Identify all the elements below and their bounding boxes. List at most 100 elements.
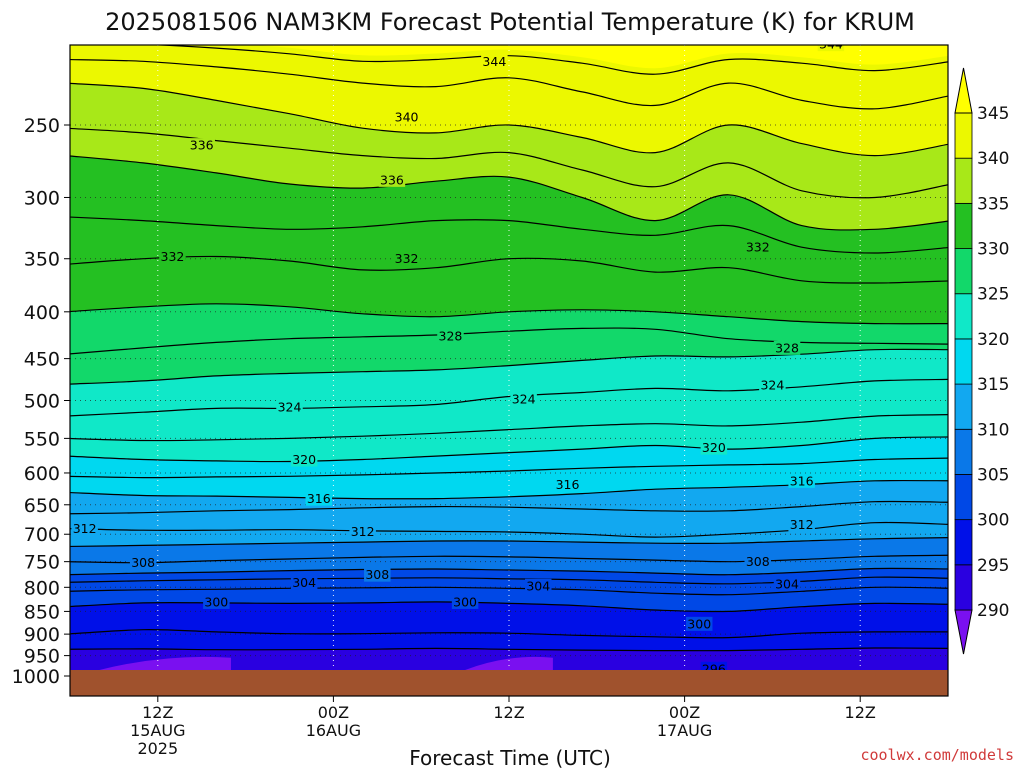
contour-326 [70,348,948,385]
contour-label-bg [759,378,786,393]
contour-label-bg [393,109,420,124]
contour-334 [70,216,948,254]
contour-340 [70,82,948,157]
contour-label: 312 [351,524,375,539]
y-tick-label: 550 [24,428,60,450]
y-tick-label: 850 [24,601,60,623]
contour-332 [70,255,948,284]
contour-318 [70,457,948,479]
contour-label-bg [510,391,537,406]
contour-label: 300 [204,594,228,609]
contour-label-bg [685,616,713,631]
contour-320 [70,436,948,463]
contour-label: 304 [526,578,550,593]
x-tick-label: 12Z [142,703,173,722]
x-tick-label: 15AUG [130,721,185,740]
contour-label-bg [305,491,333,506]
colorbar-swatch [954,248,973,295]
grid [70,45,948,696]
contour-label-bg [203,594,230,609]
colorbar-swatch [954,519,973,566]
contour-328 [70,327,948,355]
x-tick-label: 12Z [493,703,524,722]
contour-label-bg [525,578,552,593]
contour-label: 344 [482,54,506,69]
contour-label: 324 [278,399,302,414]
y-tick-label: 400 [24,302,60,324]
y-tick-label: 600 [24,463,60,485]
contour-label: 332 [161,249,185,264]
contour-label: 320 [702,440,726,455]
y-tick-label: 650 [24,495,60,517]
contour-304 [70,576,948,585]
colorbar-label: 290 [977,601,1009,621]
y-tick-label: 500 [24,391,60,413]
ground [70,670,948,696]
contour-296 [70,647,948,652]
contour-342 [70,58,948,110]
contour-label: 324 [760,378,784,393]
colorbar-label: 330 [977,240,1009,260]
y-tick-label: 350 [24,249,60,271]
contour-label: 332 [395,251,419,266]
colorbar-swatch [954,474,973,521]
colorbar-label: 325 [977,285,1009,305]
colorbar-swatch [954,564,973,611]
y-tick-label: 1000 [12,666,60,688]
contour-310 [70,537,948,548]
y-tick-label: 950 [24,646,60,668]
contour-label: 308 [746,554,770,569]
y-tick-label: 900 [24,624,60,646]
contour-label-bg [349,524,376,539]
contour-label-bg [788,517,815,532]
contour-label-bg [788,473,815,488]
x-tick-label: 12Z [845,703,876,722]
colorbar-label: 335 [977,194,1009,214]
colorbar-swatch [954,112,973,159]
contour-label-bg [817,45,845,52]
contour-label-bg [773,340,801,355]
contour-336 [70,155,948,231]
y-tick-label: 750 [24,552,60,574]
contour-308 [70,554,948,564]
axis-ticks: 2503003504004505005506006507007508008509… [12,115,876,758]
contour-label-bg [159,249,186,264]
contour-lines [70,45,948,652]
contour-330 [70,303,948,325]
cold-pocket-2 [465,656,553,670]
contour-314 [70,500,948,515]
y-tick-label: 800 [24,577,60,599]
colorbar-swatch [954,428,973,475]
contour-322 [70,414,948,442]
y-tick-label: 700 [24,524,60,546]
contour-label-bg [129,555,157,570]
colorbar-high-arrow [954,67,973,114]
band-above-345 [256,45,948,69]
contour-label: 344 [819,37,843,52]
contour-label: 316 [790,473,814,488]
x-tick-label: 2025 [137,739,178,758]
x-tick-label: 16AUG [306,721,361,740]
contour-label: 336 [190,138,214,153]
contour-labels: 344 344 340 336 336 332 332 332 328 328 324 324 324 3… [71,37,845,676]
colorbar-swatch [954,383,973,430]
colorbar-label: 295 [977,556,1009,576]
x-tick-label: 00Z [669,703,700,722]
contour-label-bg [188,138,215,153]
contour-label-bg [378,172,406,187]
colorbar-label: 315 [977,375,1009,395]
contour-label-bg [276,399,303,414]
contour-label-bg [290,452,318,467]
contour-label: 312 [73,521,97,536]
contour-label-bg [700,440,728,455]
x-axis-label: Forecast Time (UTC) [409,746,611,768]
contour-label: 308 [131,555,155,570]
contour-label: 304 [775,576,799,591]
colorbar-swatch [954,293,973,340]
contour-label: 320 [292,452,316,467]
colorbar-label: 345 [977,104,1009,124]
x-tick-label: 00Z [318,703,349,722]
colorbar-label: 300 [977,511,1009,531]
contour-302 [70,586,948,596]
contour-298 [70,629,948,639]
